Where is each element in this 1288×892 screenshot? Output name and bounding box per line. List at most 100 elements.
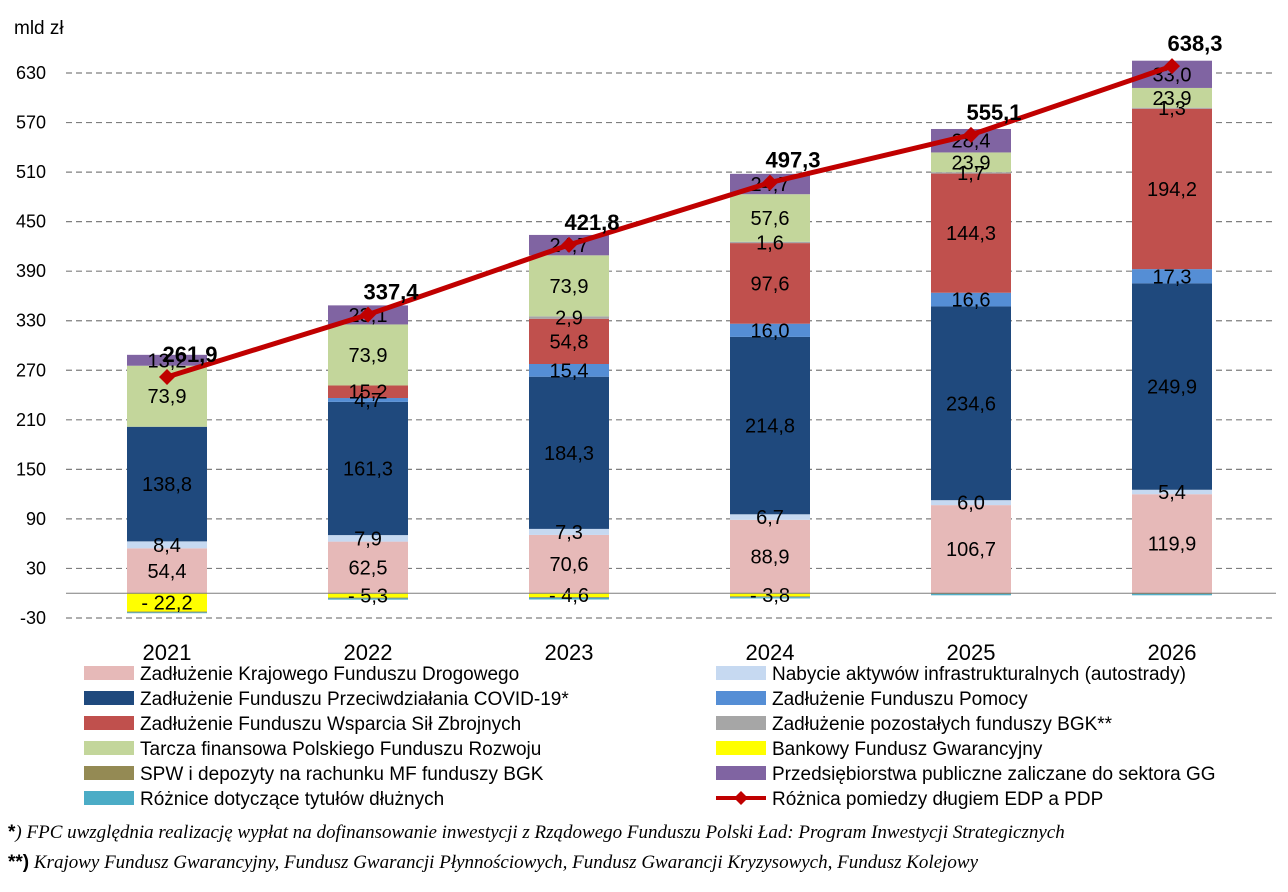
bar-segment-bfg	[328, 593, 408, 598]
legend-label-kfd: Zadłużenie Krajowego Funduszu Drogowego	[140, 664, 519, 685]
bar-segment-nabycie	[127, 541, 207, 549]
bar-segment-covid	[931, 306, 1011, 501]
footnotes: *) FPC uwzględnia realizację wypłat na d…	[8, 822, 1278, 882]
legend-swatch-pomocy	[716, 691, 766, 705]
footnote-2-mark: **)	[8, 852, 30, 873]
line-marker	[762, 174, 778, 191]
bar-segment-nabycie	[730, 514, 810, 520]
data-label-tarcza: 73,9	[349, 345, 388, 367]
line-data-label: 337,4	[363, 280, 419, 305]
footnote-2-text: Krajowy Fundusz Gwarancyjny, Fundusz Gwa…	[29, 852, 979, 873]
legend-swatch-nabycie	[716, 666, 766, 680]
y-tick-label: 390	[16, 261, 46, 281]
data-label-covid: 249,9	[1147, 377, 1197, 399]
bar-segment-kfd	[1132, 494, 1212, 594]
legend-label-fwsz: Zadłużenie Funduszu Wsparcia Sił Zbrojny…	[140, 714, 521, 735]
data-label-covid: 234,6	[946, 393, 996, 415]
data-label-pomocy: 16,0	[751, 320, 790, 342]
data-label-pozostale: 1,7	[957, 163, 985, 185]
data-label-tarcza: 23,9	[952, 152, 991, 174]
data-label-fwsz: 54,8	[550, 331, 589, 353]
legend-label-spw: SPW i depozyty na rachunku MF funduszy B…	[140, 764, 544, 785]
bar-segment-kfd	[328, 541, 408, 594]
bar-segment-kfd	[529, 534, 609, 594]
bar-segment-nabycie	[529, 528, 609, 535]
legend-label-pomocy: Zadłużenie Funduszu Pomocy	[772, 689, 1028, 710]
legend-label-przeds: Przedsiębiorstwa publiczne zaliczane do …	[772, 764, 1216, 785]
bar-segment-covid	[529, 376, 609, 529]
legend-swatch-marker	[734, 791, 748, 805]
bar-segment-spw	[529, 597, 609, 598]
bar-segment-roznice	[931, 594, 1011, 596]
x-tick-label: 2023	[545, 640, 594, 665]
legend-swatch-spw	[84, 766, 134, 780]
data-label-pozostale: 1,3	[1158, 98, 1186, 120]
data-label-pomocy: 16,6	[952, 290, 991, 312]
y-tick-label: 210	[16, 410, 46, 430]
x-tick-label: 2025	[947, 640, 996, 665]
x-tick-label: 2021	[143, 640, 192, 665]
bar-segment-fwsz	[529, 318, 609, 364]
legend-swatch-pozostale	[716, 716, 766, 730]
line-data-label: 638,3	[1167, 31, 1222, 56]
legend-swatch-przeds	[716, 766, 766, 780]
data-label-kfd: 62,5	[349, 557, 388, 579]
bar-segment-bfg	[529, 593, 609, 598]
bar-segment-covid	[730, 336, 810, 515]
data-label-kfd: 119,9	[1148, 534, 1197, 556]
line-data-label: 261,9	[162, 342, 217, 367]
bar-segment-fwsz	[730, 243, 810, 324]
legend-swatch-kfd	[84, 666, 134, 680]
data-label-covid: 184,3	[544, 443, 594, 465]
data-label-tarcza: 73,9	[550, 276, 589, 298]
data-label-pomocy: 17,3	[1153, 266, 1192, 288]
data-label-fwsz: 144,3	[946, 223, 996, 245]
bar-segment-przeds	[127, 354, 207, 366]
gridlines	[66, 72, 1276, 619]
bar-segment-fwsz	[931, 173, 1011, 293]
bar-segment-roznice	[328, 598, 408, 600]
bar-segment-roznice	[1132, 594, 1212, 596]
y-tick-label: 510	[16, 162, 46, 182]
data-label-pomocy: 15,4	[550, 360, 589, 382]
data-label-nabycie: 7,9	[354, 528, 382, 550]
data-label-kfd: 70,6	[550, 554, 589, 576]
x-tick-label: 2022	[344, 640, 393, 665]
bar-segment-bfg	[730, 593, 810, 597]
bar-segment-tarcza	[931, 152, 1011, 173]
data-label-fwsz: 194,2	[1147, 179, 1197, 201]
bar-segment-spw	[730, 596, 810, 598]
bar-segment-kfd	[127, 548, 207, 594]
bar-segment-covid	[127, 426, 207, 542]
bar-segment-kfd	[730, 519, 810, 594]
bar-segment-covid	[1132, 283, 1212, 490]
data-label-pozostale: 2,9	[555, 308, 583, 330]
legend-label-tarcza: Tarcza finansowa Polskiego Funduszu Rozw…	[140, 739, 541, 760]
data-label-fwsz: 15,2	[349, 382, 388, 404]
data-label-fwsz: 97,6	[751, 273, 790, 295]
bar-segment-fwsz	[328, 385, 408, 399]
legend-swatch-tarcza	[84, 741, 134, 755]
bar-segment-tarcza	[1132, 87, 1212, 108]
stacked-bars	[127, 60, 1212, 614]
data-label-kfd: 54,4	[148, 561, 187, 583]
x-tick-label: 2024	[746, 640, 795, 665]
data-label-tarcza: 57,6	[751, 208, 790, 230]
line-marker	[561, 236, 577, 253]
y-axis-label: mld zł	[14, 18, 64, 39]
edp-pdp-line: 261,9 337,4 421,8 497,3 555,1 638,3	[159, 31, 1223, 385]
legend-label-roznice: Różnice dotyczące tytułów dłużnych	[140, 789, 444, 810]
bar-segment-spw	[328, 597, 408, 599]
line-marker	[159, 368, 175, 385]
data-label-pozostale: 1,6	[756, 232, 784, 254]
axes: -30 30 90 150 210 270 330 390 450 510 570 630 mld zł…	[14, 18, 1276, 665]
bar-segment-pozostale	[730, 241, 810, 244]
bar-segment-tarcza	[328, 324, 408, 386]
y-tick-label: 330	[16, 311, 46, 331]
bar-segment-pozostale	[1132, 107, 1212, 109]
y-tick-label: 90	[26, 509, 46, 529]
data-label-nabycie: 7,3	[555, 522, 583, 544]
legend-swatch-roznice	[84, 791, 134, 805]
line-data-label: 497,3	[765, 148, 820, 173]
bar-segment-fwsz	[1132, 108, 1212, 270]
